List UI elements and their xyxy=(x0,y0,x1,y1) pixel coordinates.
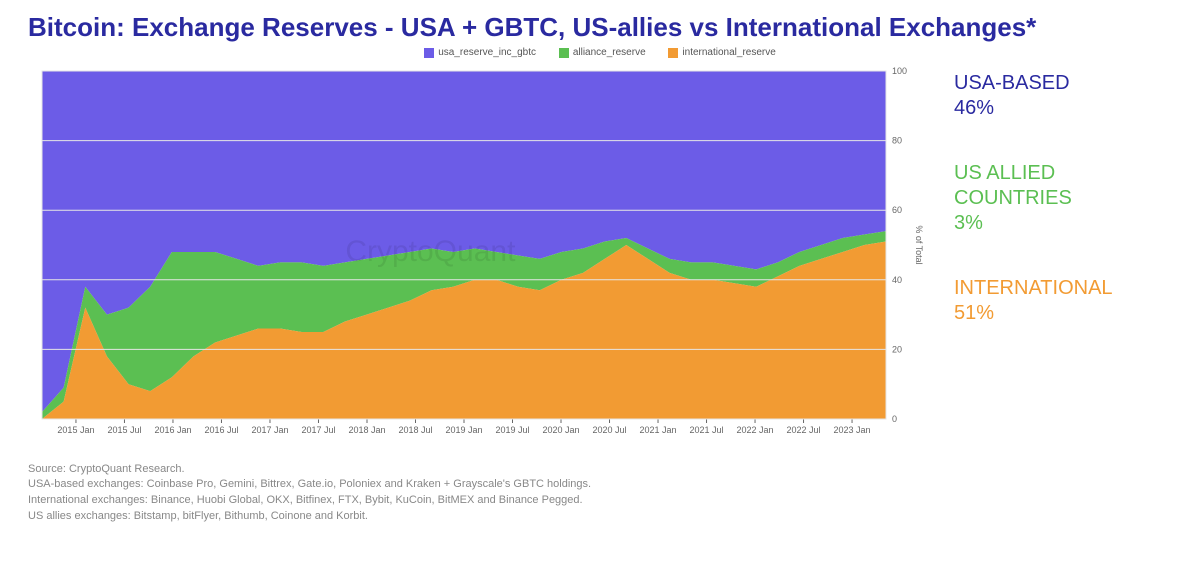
svg-text:2017 Jul: 2017 Jul xyxy=(301,425,335,435)
legend-item-alliance: alliance_reserve xyxy=(559,47,646,58)
svg-text:80: 80 xyxy=(892,135,902,145)
svg-text:40: 40 xyxy=(892,274,902,284)
legend-item-international: international_reserve xyxy=(668,47,775,58)
footnote-line-3: US allies exchanges: Bitstamp, bitFlyer,… xyxy=(28,509,1172,525)
footnote-line-2: International exchanges: Binance, Huobi … xyxy=(28,493,1172,509)
side-label-allied: US ALLIED COUNTRIES 3% xyxy=(954,161,1113,236)
svg-text:2018 Jan: 2018 Jan xyxy=(348,425,385,435)
legend-label-usa: usa_reserve_inc_gbtc xyxy=(438,47,536,58)
legend-swatch-usa xyxy=(424,48,434,58)
side-label-allied-line1: US ALLIED xyxy=(954,161,1113,186)
svg-text:2023 Jan: 2023 Jan xyxy=(834,425,871,435)
svg-text:0: 0 xyxy=(892,414,897,424)
side-label-allied-line2: COUNTRIES xyxy=(954,186,1113,211)
chart-wrap: 0 20 40 60 80 100 % of Total 2015 Jan 2015 Jul 20… xyxy=(28,67,928,452)
svg-text:2020 Jan: 2020 Jan xyxy=(542,425,579,435)
svg-text:2022 Jan: 2022 Jan xyxy=(737,425,774,435)
svg-text:60: 60 xyxy=(892,205,902,215)
svg-text:2018 Jul: 2018 Jul xyxy=(398,425,432,435)
legend-swatch-alliance xyxy=(559,48,569,58)
page: Bitcoin: Exchange Reserves - USA + GBTC,… xyxy=(0,0,1200,588)
svg-text:2021 Jan: 2021 Jan xyxy=(639,425,676,435)
footnote-line-0: Source: CryptoQuant Research. xyxy=(28,462,1172,478)
svg-text:2020 Jul: 2020 Jul xyxy=(593,425,627,435)
chart-title: Bitcoin: Exchange Reserves - USA + GBTC,… xyxy=(28,12,1172,43)
footnote-line-1: USA-based exchanges: Coinbase Pro, Gemin… xyxy=(28,477,1172,493)
side-label-usa: USA-BASED 46% xyxy=(954,71,1113,121)
side-label-intl-line2: 51% xyxy=(954,301,1113,326)
chart-row: 0 20 40 60 80 100 % of Total 2015 Jan 2015 Jul 20… xyxy=(28,67,1172,452)
svg-text:% of Total: % of Total xyxy=(914,225,924,264)
side-label-intl-line1: INTERNATIONAL xyxy=(954,276,1113,301)
legend-swatch-international xyxy=(668,48,678,58)
svg-text:2015 Jul: 2015 Jul xyxy=(107,425,141,435)
svg-text:2019 Jan: 2019 Jan xyxy=(445,425,482,435)
footnotes: Source: CryptoQuant Research. USA-based … xyxy=(28,462,1172,526)
svg-text:20: 20 xyxy=(892,344,902,354)
svg-text:2016 Jan: 2016 Jan xyxy=(154,425,191,435)
side-label-usa-line2: 46% xyxy=(954,96,1113,121)
legend: usa_reserve_inc_gbtc alliance_reserve in… xyxy=(28,47,1172,61)
svg-text:2016 Jul: 2016 Jul xyxy=(204,425,238,435)
side-label-allied-line3: 3% xyxy=(954,211,1113,236)
side-labels: USA-BASED 46% US ALLIED COUNTRIES 3% INT… xyxy=(954,67,1113,366)
svg-text:100: 100 xyxy=(892,67,907,76)
svg-text:2017 Jan: 2017 Jan xyxy=(251,425,288,435)
svg-text:2022 Jul: 2022 Jul xyxy=(787,425,821,435)
side-label-usa-line1: USA-BASED xyxy=(954,71,1113,96)
svg-text:2021 Jul: 2021 Jul xyxy=(690,425,724,435)
side-label-intl: INTERNATIONAL 51% xyxy=(954,276,1113,326)
legend-label-alliance: alliance_reserve xyxy=(573,47,646,58)
legend-label-international: international_reserve xyxy=(682,47,775,58)
svg-text:2019 Jul: 2019 Jul xyxy=(495,425,529,435)
legend-item-usa: usa_reserve_inc_gbtc xyxy=(424,47,536,58)
stacked-area-chart: 0 20 40 60 80 100 % of Total 2015 Jan 2015 Jul 20… xyxy=(28,67,928,447)
svg-text:2015 Jan: 2015 Jan xyxy=(57,425,94,435)
